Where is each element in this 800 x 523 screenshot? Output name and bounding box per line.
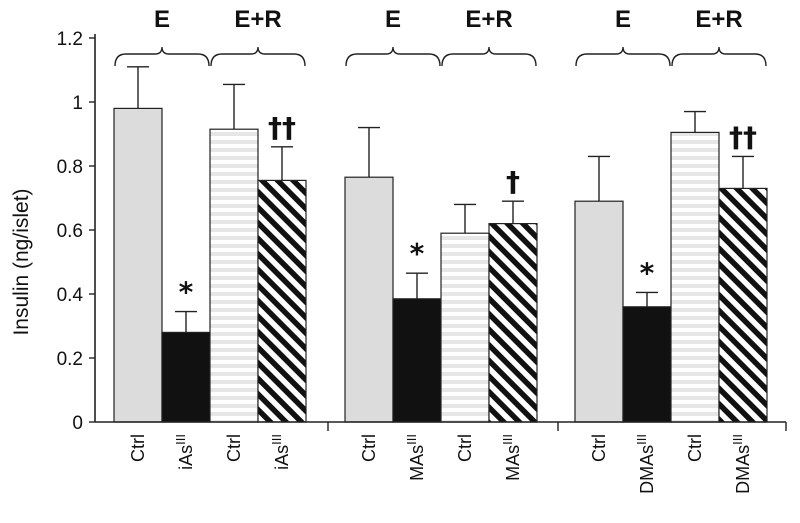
category-label: Ctrl: [455, 434, 475, 462]
bar: [718, 187, 768, 423]
group-label: E: [154, 6, 170, 33]
significance-marker: *: [640, 256, 655, 289]
y-tick-label: 1: [72, 93, 83, 114]
y-tick-label: 0.8: [57, 157, 83, 178]
category-label-text: MAs: [407, 445, 427, 481]
bar: [574, 200, 624, 423]
group-label: E: [615, 6, 631, 33]
category-label-superscript: III: [269, 434, 284, 445]
category-label: Ctrl: [224, 434, 244, 462]
bar: [440, 232, 490, 423]
bar: [161, 331, 211, 423]
category-label-text: iAs: [176, 445, 196, 470]
group-brace: [441, 46, 537, 67]
category-label: iAsIII: [173, 434, 196, 470]
bar: [257, 179, 307, 423]
category-label-text: iAs: [272, 445, 292, 470]
category-label: MAsIII: [500, 434, 523, 481]
bar: [209, 128, 259, 423]
y-tick-label: 0: [72, 413, 83, 434]
group-brace: [210, 46, 306, 67]
group-brace: [575, 46, 671, 67]
y-tick-label: 0.4: [57, 285, 84, 306]
group-brace: [671, 46, 767, 67]
group-label: E+R: [234, 6, 281, 33]
bar: [488, 223, 538, 423]
y-tick-label: 0.6: [57, 221, 83, 242]
category-label: iAsIII: [269, 434, 292, 470]
category-label-superscript: III: [500, 434, 515, 445]
group-brace: [114, 46, 210, 67]
labels-layer: ECtrl*iAsIIIE+RCtrl††iAsIIIECtrl*MAsIIIE…: [114, 6, 767, 494]
bars-layer: [113, 66, 768, 423]
significance-marker: *: [179, 276, 194, 309]
category-label-text: DMAs: [733, 445, 753, 494]
category-label-text: MAs: [503, 445, 523, 481]
y-tick-label: 1.2: [57, 29, 83, 50]
group-brace: [345, 46, 441, 67]
group-label: E: [385, 6, 401, 33]
group-label: E+R: [465, 6, 512, 33]
bar: [622, 306, 672, 423]
bar: [392, 298, 442, 423]
category-label-superscript: III: [730, 434, 745, 445]
category-label: Ctrl: [359, 434, 379, 462]
category-label-superscript: III: [404, 434, 419, 445]
bar: [344, 176, 394, 423]
category-label: MAsIII: [404, 434, 427, 481]
significance-marker: †: [506, 165, 520, 198]
bar: [670, 131, 720, 423]
category-label: DMAsIII: [634, 434, 657, 494]
significance-marker: ††: [729, 120, 757, 153]
category-label: DMAsIII: [730, 434, 753, 494]
category-label: Ctrl: [685, 434, 705, 462]
significance-marker: *: [410, 237, 425, 270]
category-label-superscript: III: [634, 434, 649, 445]
significance-marker: ††: [268, 111, 296, 144]
category-label-superscript: III: [173, 434, 188, 445]
axis-layer: 0 0.2 0.4 0.6 0.8 1 1.2: [57, 29, 787, 434]
y-axis-label: Insulin (ng/islet): [10, 188, 33, 335]
category-label-text: DMAs: [637, 445, 657, 494]
bar: [113, 107, 163, 423]
category-label: Ctrl: [589, 434, 609, 462]
group-label: E+R: [695, 6, 742, 33]
y-tick-label: 0.2: [57, 349, 83, 370]
category-label: Ctrl: [128, 434, 148, 462]
